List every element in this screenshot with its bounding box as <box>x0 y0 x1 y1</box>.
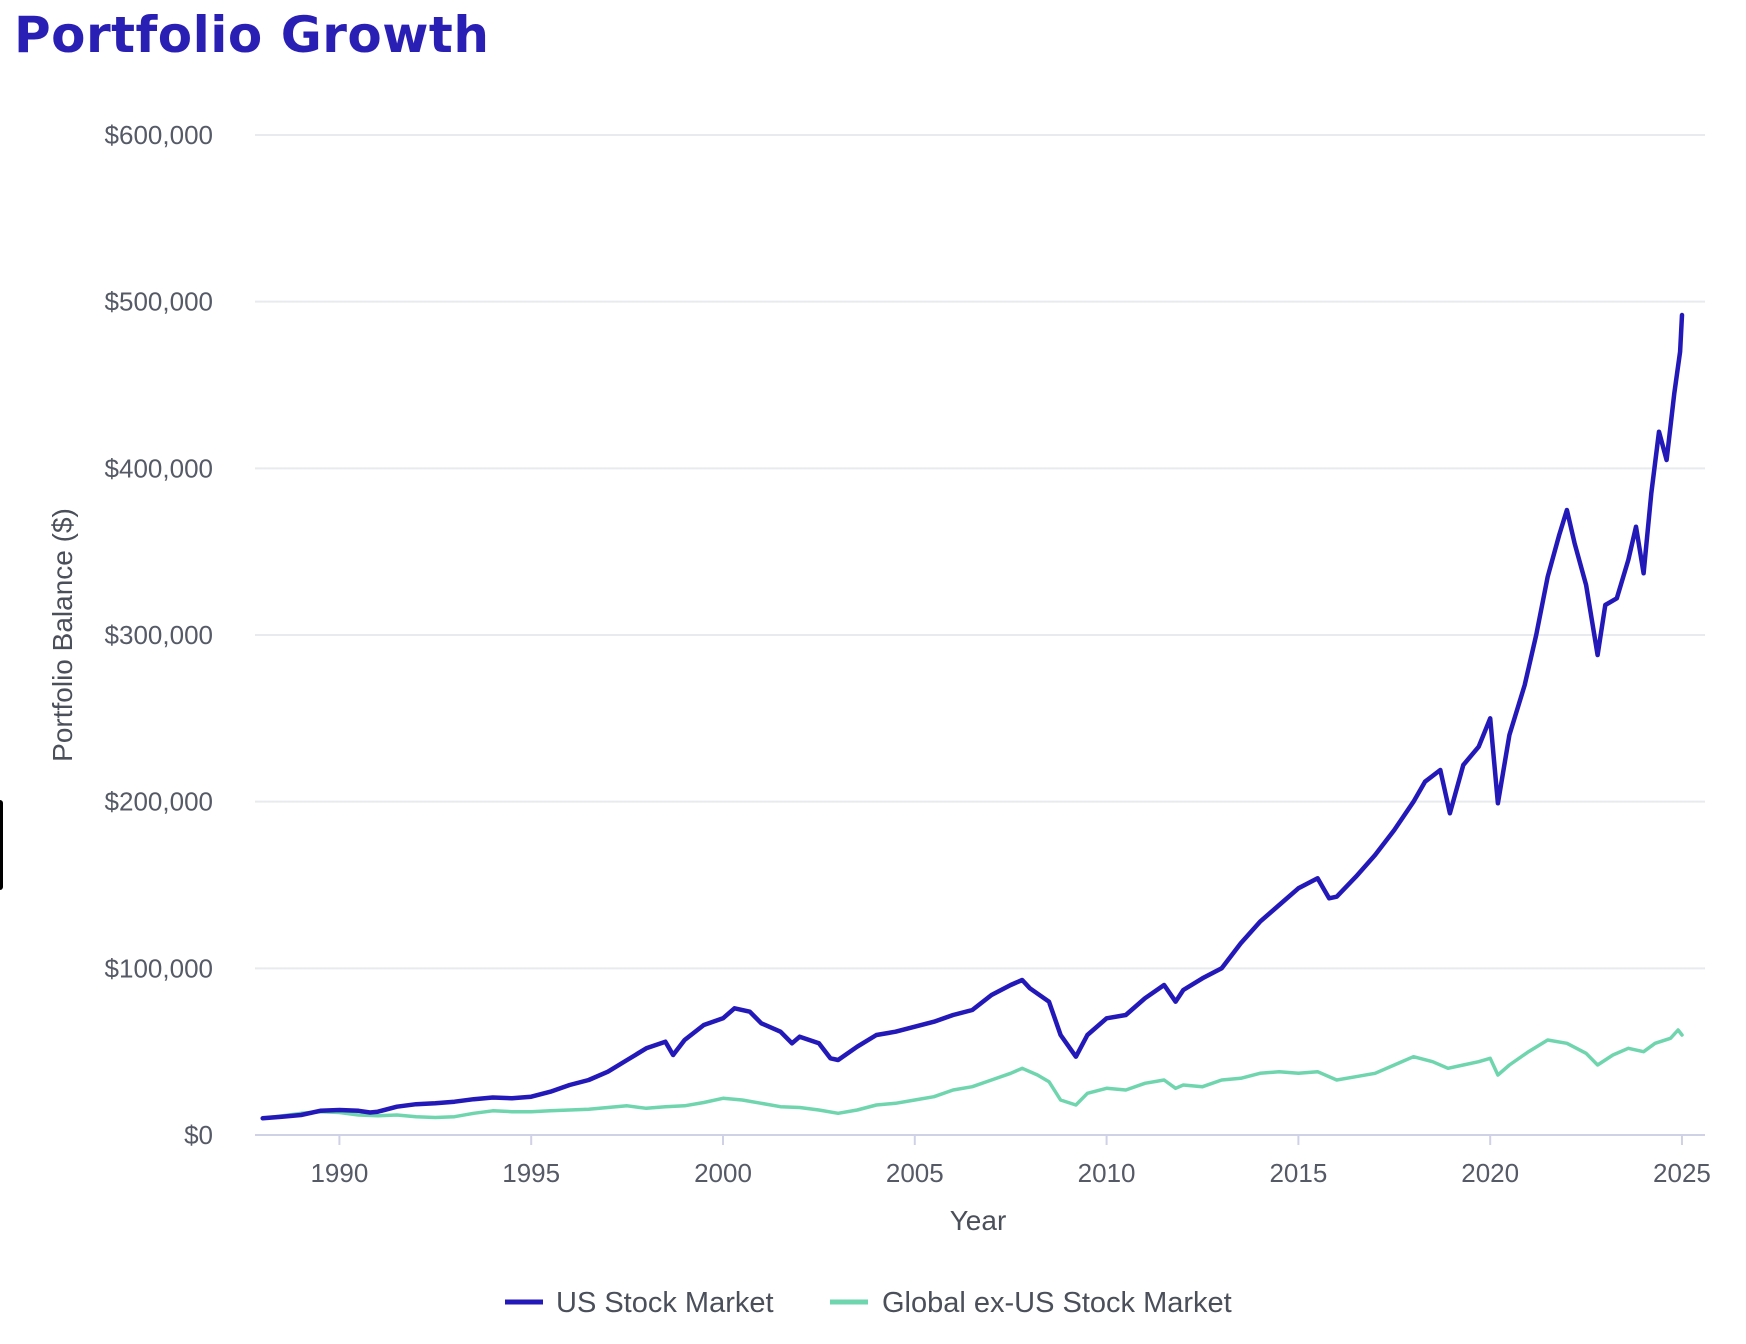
x-tick-label: 2020 <box>1461 1158 1519 1188</box>
legend-label-global-ex-us-stock-market: Global ex-US Stock Market <box>882 1287 1232 1319</box>
x-tick-label: 2010 <box>1078 1158 1136 1188</box>
legend: US Stock Market Global ex-US Stock Marke… <box>505 1287 1232 1319</box>
x-tick-label: 2005 <box>886 1158 944 1188</box>
x-tick-label: 2015 <box>1269 1158 1327 1188</box>
y-tick-label: $500,000 <box>105 287 213 317</box>
x-tick-label: 2025 <box>1653 1158 1711 1188</box>
series-lines <box>260 312 1685 1121</box>
y-tick-label: $300,000 <box>105 620 213 650</box>
x-tick-label: 1990 <box>310 1158 368 1188</box>
x-axis: 1990 1995 2000 2005 2010 2015 2020 2025 <box>255 1134 1711 1188</box>
x-tick-label: 2000 <box>694 1158 752 1188</box>
x-tick-label: 1995 <box>502 1158 560 1188</box>
window-edge-marker <box>0 800 3 890</box>
y-axis: $0 $100,000 $200,000 $300,000 $400,000 $500,0… <box>105 120 213 1150</box>
x-axis-title: Year <box>950 1205 1007 1236</box>
series-line-us-stock-market <box>260 312 1685 1121</box>
y-tick-label: $200,000 <box>105 787 213 817</box>
series-line-global-ex-us-stock-market <box>260 1028 1684 1121</box>
y-tick-label: $100,000 <box>105 953 213 983</box>
y-tick-label: $600,000 <box>105 120 213 150</box>
legend-label-us-stock-market: US Stock Market <box>556 1287 774 1319</box>
gridlines <box>255 134 1705 970</box>
chart-title: Portfolio Growth <box>14 6 490 64</box>
y-tick-label: $400,000 <box>105 453 213 483</box>
y-tick-label: $0 <box>184 1120 213 1150</box>
y-axis-title: Portfolio Balance ($) <box>47 508 78 762</box>
